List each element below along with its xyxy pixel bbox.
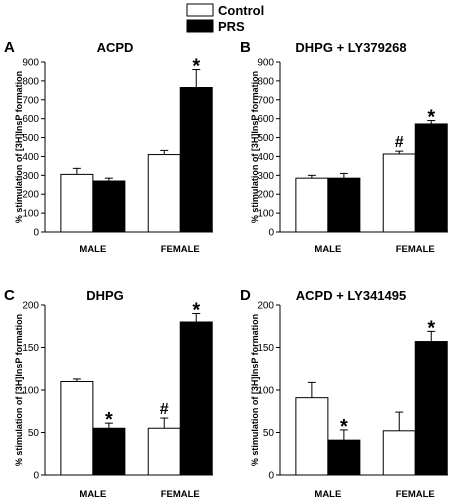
panel-title: DHPG	[86, 288, 124, 303]
panel-letter: D	[240, 287, 251, 304]
significance-star: *	[192, 56, 200, 78]
y-tick-label: 600	[22, 114, 39, 125]
y-tick-label: 0	[33, 471, 39, 482]
y-tick-label: 200	[257, 190, 274, 201]
y-tick-label: 300	[22, 171, 39, 182]
panel-d: D ACPD + LY341495 % stimulation of [3H]Ins…	[240, 287, 448, 500]
y-tick-label: 700	[257, 95, 274, 106]
panel-title: ACPD	[97, 40, 134, 55]
bar-control-female	[147, 154, 181, 233]
panel-letter: A	[4, 39, 15, 56]
panel-letter: B	[240, 39, 251, 56]
legend-swatch-control	[186, 3, 214, 17]
y-tick-label: 700	[22, 95, 39, 106]
bar-prs-male	[327, 177, 361, 233]
y-tick-label: 150	[257, 343, 274, 354]
category-label-female: FEMALE	[396, 489, 435, 500]
significance-hash: #	[160, 401, 169, 418]
significance-star: *	[340, 416, 348, 438]
y-tick-label: 50	[28, 428, 40, 439]
y-tick-label: 900	[22, 58, 39, 69]
category-label-female: FEMALE	[161, 244, 200, 255]
panel-a: A ACPD % stimulation of [3H]InsP formation…	[4, 39, 213, 255]
y-tick-label: 500	[22, 133, 39, 144]
bar-prs-female	[414, 341, 448, 476]
y-tick-label: 600	[257, 114, 274, 125]
panel-c: C DHPG % stimulation of [3H]InsP formation…	[4, 287, 213, 500]
legend-swatch-prs	[186, 19, 214, 33]
y-axis-label: % stimulation of [3H]InsP formation	[250, 314, 260, 466]
bar-control-female	[382, 153, 416, 233]
panel-letter: C	[4, 287, 15, 304]
panel-title: DHPG + LY379268	[295, 40, 406, 55]
bar-control-male	[295, 177, 329, 233]
significance-star: *	[105, 409, 113, 431]
y-tick-label: 0	[268, 228, 274, 239]
y-tick-label: 150	[22, 343, 39, 354]
y-axis-label: % stimulation of [3H]InsP formation	[14, 71, 24, 223]
y-axis-label: % stimulation of [3H]InsP formation	[250, 71, 260, 223]
y-tick-label: 900	[257, 58, 274, 69]
y-tick-label: 200	[22, 301, 39, 312]
y-tick-label: 200	[22, 190, 39, 201]
bar-prs-female	[179, 87, 213, 233]
significance-hash: #	[395, 134, 404, 151]
y-tick-label: 800	[257, 76, 274, 87]
y-tick-label: 50	[263, 428, 275, 439]
bar-control-female	[147, 427, 181, 476]
significance-star: *	[427, 107, 435, 129]
bar-prs-female	[414, 123, 448, 233]
bar-prs-female	[179, 321, 213, 476]
y-tick-label: 400	[257, 152, 274, 163]
y-tick-label: 100	[22, 386, 39, 397]
category-label-male: MALE	[314, 489, 341, 500]
bar-prs-male	[92, 427, 126, 476]
y-tick-label: 800	[22, 76, 39, 87]
y-tick-label: 500	[257, 133, 274, 144]
category-label-female: FEMALE	[396, 244, 435, 255]
category-label-male: MALE	[314, 244, 341, 255]
y-tick-label: 100	[22, 209, 39, 220]
bar-prs-male	[92, 180, 126, 233]
y-tick-label: 100	[257, 386, 274, 397]
legend-label-control: Control	[218, 3, 264, 18]
category-label-female: FEMALE	[161, 489, 200, 500]
y-tick-label: 200	[257, 301, 274, 312]
y-tick-label: 100	[257, 209, 274, 220]
category-label-male: MALE	[79, 244, 106, 255]
significance-star: *	[192, 300, 200, 322]
bar-control-female	[382, 430, 416, 476]
y-tick-label: 400	[22, 152, 39, 163]
y-tick-label: 300	[257, 171, 274, 182]
bar-control-male	[295, 397, 329, 476]
bar-control-male	[60, 381, 94, 476]
y-tick-label: 0	[33, 228, 39, 239]
category-label-male: MALE	[79, 489, 106, 500]
panel-b: B DHPG + LY379268 % stimulation of [3H]Ins…	[240, 39, 448, 255]
legend-label-prs: PRS	[218, 19, 245, 34]
significance-star: *	[427, 317, 435, 339]
y-tick-label: 0	[268, 471, 274, 482]
panel-title: ACPD + LY341495	[296, 288, 406, 303]
y-axis-label: % stimulation of [3H]InsP formation	[14, 314, 24, 466]
bar-prs-male	[327, 439, 361, 476]
bar-control-male	[60, 173, 94, 233]
